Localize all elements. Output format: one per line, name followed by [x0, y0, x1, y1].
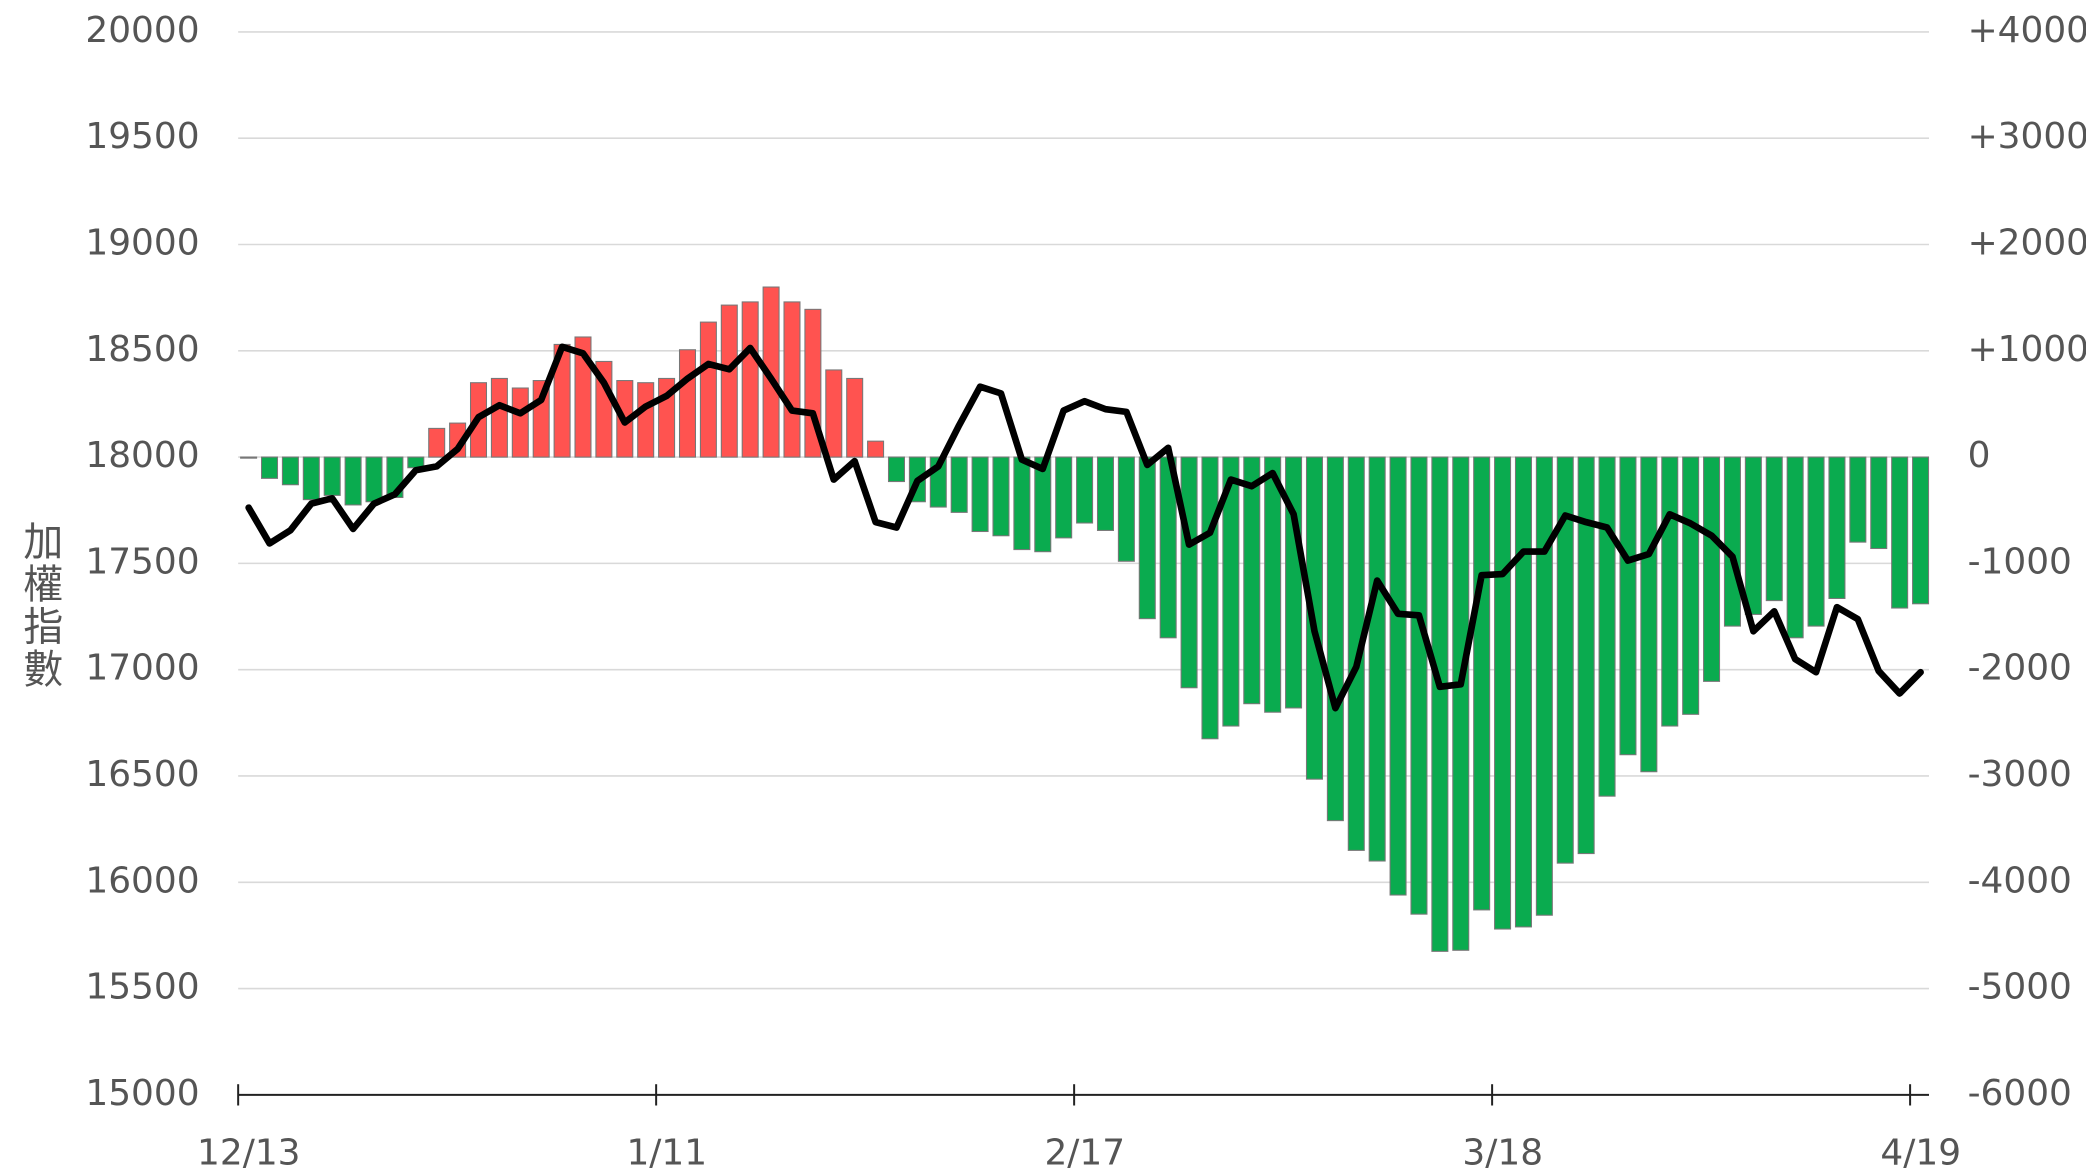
- y-tick-label: 20000: [85, 10, 199, 51]
- bar: [260, 456, 279, 479]
- bar: [1514, 456, 1532, 928]
- bar: [1201, 456, 1219, 740]
- bar: [428, 427, 446, 458]
- bar: [1828, 456, 1846, 599]
- bar: [490, 377, 508, 458]
- bar: [1807, 456, 1825, 627]
- y-tick-label: 16000: [85, 860, 199, 901]
- bar: [1368, 456, 1386, 862]
- bar: [1640, 456, 1658, 773]
- bar: [1243, 456, 1261, 705]
- bar: [1264, 456, 1282, 713]
- y2-tick-label: -3000: [1968, 754, 2072, 795]
- y2-tick-label: 0: [1968, 435, 1991, 476]
- bar: [511, 387, 529, 458]
- bar: [1096, 456, 1114, 531]
- y2-tick-label: -1000: [1968, 541, 2072, 582]
- bar: [1598, 456, 1616, 797]
- y-tick-label: 15000: [85, 1073, 199, 1114]
- x-tick-label: 2/17: [1044, 1133, 1125, 1174]
- bar: [1556, 456, 1574, 864]
- bar: [1744, 456, 1762, 615]
- bar: [678, 349, 697, 458]
- bar: [1410, 456, 1428, 915]
- bar: [1870, 456, 1888, 550]
- bar: [1891, 456, 1909, 609]
- x-tick-label: 3/18: [1462, 1133, 1543, 1174]
- bar: [323, 456, 341, 496]
- bar: [240, 456, 258, 459]
- bar: [867, 440, 885, 458]
- y-tick-label: 15500: [85, 967, 199, 1008]
- bar: [1326, 456, 1344, 822]
- bar: [1076, 456, 1094, 524]
- y2-tick-label: -5000: [1968, 967, 2072, 1008]
- bar: [1034, 456, 1052, 553]
- bar: [1619, 456, 1637, 756]
- bar: [846, 377, 864, 458]
- bar: [1494, 456, 1512, 930]
- bar: [1577, 456, 1595, 855]
- bar: [741, 301, 759, 458]
- bar: [1682, 456, 1700, 715]
- line: [245, 343, 1924, 712]
- bar: [281, 456, 299, 486]
- bar: [1473, 456, 1491, 911]
- x-tick-label: 4/19: [1880, 1133, 1961, 1174]
- bar: [1849, 456, 1867, 543]
- bar: [887, 456, 905, 483]
- bar: [1431, 456, 1449, 952]
- bar: [1661, 456, 1679, 727]
- bar: [344, 456, 362, 506]
- y-tick-label: 16500: [85, 754, 199, 795]
- y2-tick-label: +1000: [1968, 329, 2086, 370]
- bar: [971, 456, 989, 533]
- x-tick-label: 1/11: [626, 1133, 707, 1174]
- y2-tick-label: +3000: [1968, 116, 2086, 157]
- y-tick-label: 17000: [85, 648, 199, 689]
- bar: [1452, 456, 1470, 951]
- bar: [1786, 456, 1804, 639]
- y2-tick-label: -6000: [1968, 1073, 2072, 1114]
- bar: [637, 382, 655, 458]
- bar: [1055, 456, 1073, 539]
- bar: [1117, 456, 1135, 562]
- bar: [1703, 456, 1721, 682]
- y2-tick-label: -2000: [1968, 648, 2072, 689]
- bar: [1222, 456, 1240, 727]
- y2-tick-label: +2000: [1968, 223, 2086, 264]
- bar: [992, 456, 1010, 537]
- bar: [950, 456, 968, 513]
- y2-tick-label: +4000: [1968, 10, 2086, 51]
- bar: [1389, 456, 1407, 896]
- bar: [783, 301, 801, 458]
- bar: [365, 456, 383, 503]
- bar: [825, 369, 843, 458]
- bar: [1138, 456, 1156, 620]
- x-tick-label: 12/13: [197, 1133, 300, 1174]
- bar: [1912, 456, 1930, 605]
- bar: [1723, 456, 1741, 627]
- bar: [720, 304, 738, 458]
- bar: [302, 456, 320, 501]
- bar: [574, 336, 592, 458]
- y-tick-label: 19500: [85, 116, 199, 157]
- y-tick-label: 19000: [85, 223, 199, 264]
- y-tick-label: 17500: [85, 541, 199, 582]
- bar: [699, 321, 717, 458]
- bar: [1180, 456, 1198, 689]
- bar: [1013, 456, 1031, 551]
- y2-tick-label: -4000: [1968, 860, 2072, 901]
- bar: [1535, 456, 1553, 916]
- bar: [1765, 456, 1783, 602]
- bar: [1285, 456, 1303, 709]
- y-axis-label: 加權指數: [17, 520, 63, 690]
- y-tick-label: 18500: [85, 329, 199, 370]
- y-tick-label: 18000: [85, 435, 199, 476]
